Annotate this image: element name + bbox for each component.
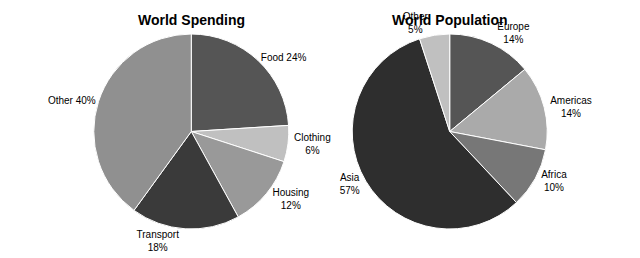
svg-text:World Spending: World Spending	[138, 12, 245, 28]
svg-text:Food 24%: Food 24%	[261, 52, 307, 63]
svg-text:World Population: World Population	[392, 12, 508, 28]
svg-text:Other 40%: Other 40%	[48, 95, 96, 106]
svg-text:Housing12%: Housing12%	[272, 187, 309, 211]
svg-text:Africa10%: Africa10%	[541, 169, 567, 193]
svg-text:Europe14%: Europe14%	[497, 21, 530, 45]
svg-text:Transport18%: Transport18%	[137, 229, 180, 253]
svg-text:Americas14%: Americas14%	[550, 95, 592, 119]
svg-text:Clothing6%: Clothing6%	[294, 132, 331, 156]
svg-text:Other5%: Other5%	[403, 11, 429, 35]
svg-text:Asia57%: Asia57%	[340, 172, 360, 196]
